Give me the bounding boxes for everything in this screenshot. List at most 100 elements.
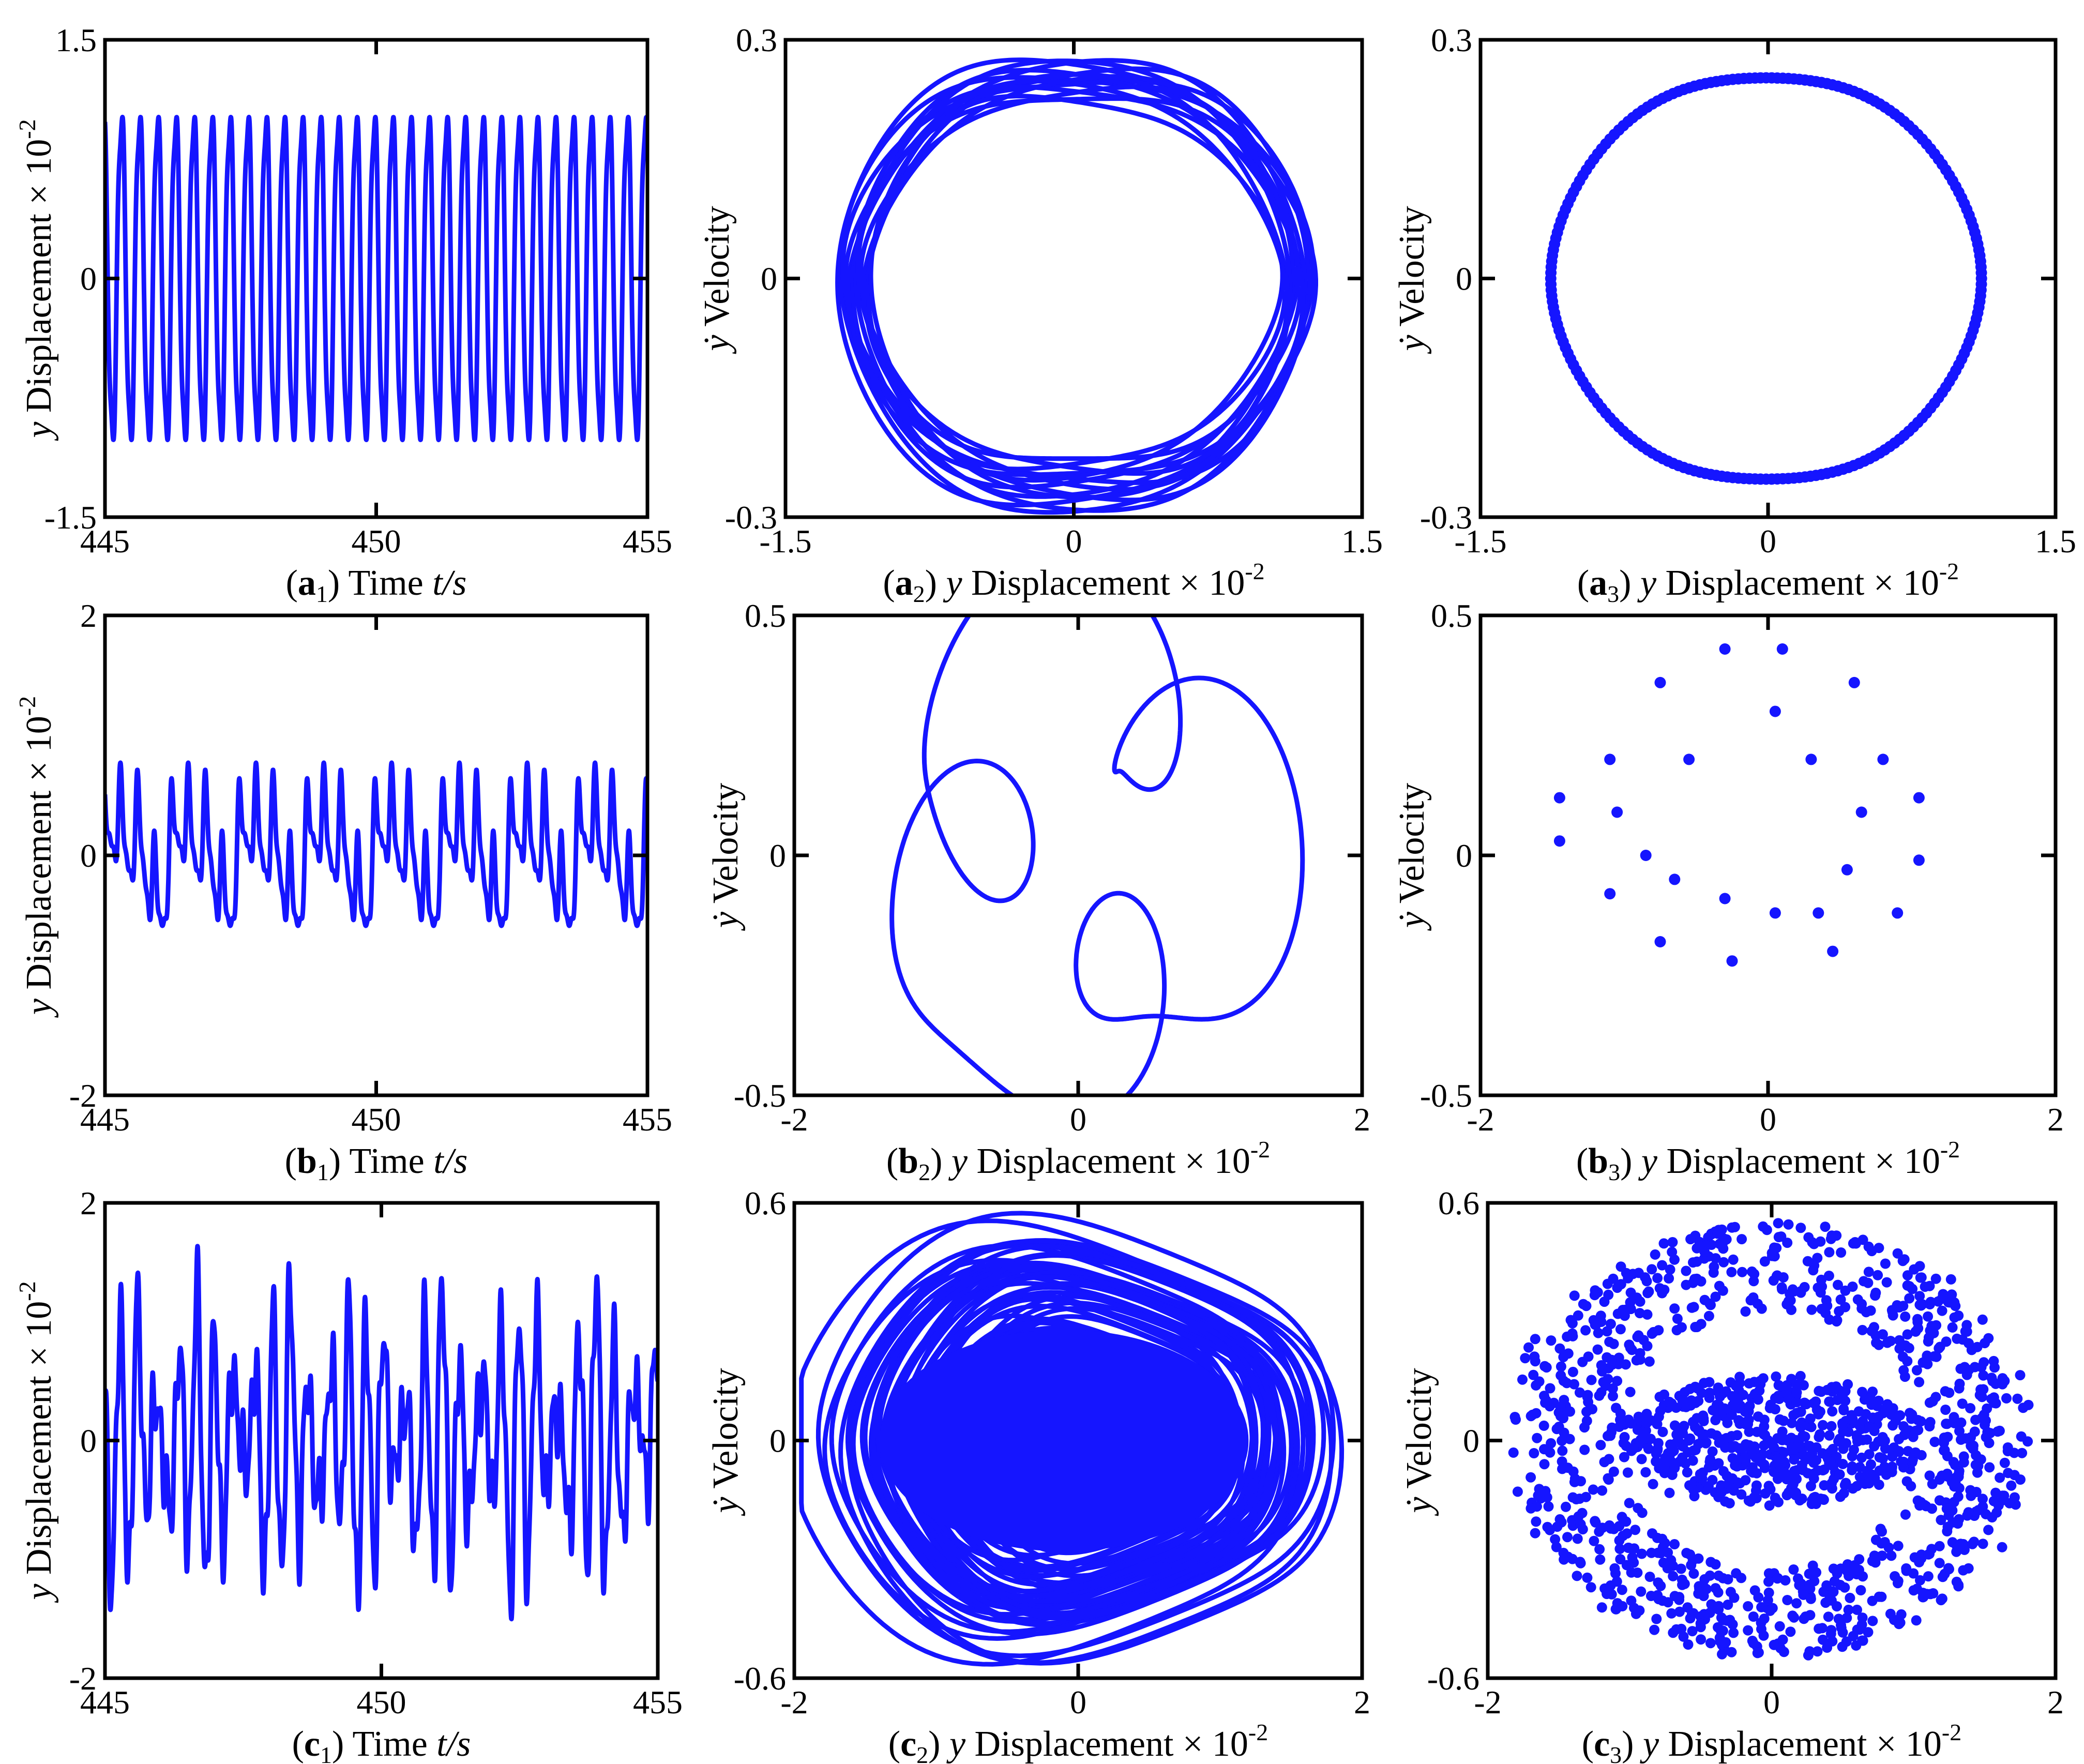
poincare-point: [1941, 1503, 1952, 1514]
poincare-point: [1710, 1583, 1721, 1594]
poincare-point: [1611, 1576, 1622, 1587]
poincare-point: [1787, 1610, 1798, 1621]
poincare-point: [1596, 1602, 1607, 1613]
poincare-point: [1782, 1595, 1793, 1605]
orbit-loop: [853, 84, 1301, 499]
poincare-point: [1824, 1314, 1835, 1325]
orbit-loop: [847, 1238, 1345, 1666]
poincare-point: [1856, 1303, 1867, 1314]
poincare-point: [1791, 1598, 1802, 1609]
y-axis-label: ẏ Velocity: [1392, 206, 1432, 354]
caption-prefix: (: [292, 1724, 304, 1764]
poincare-point: [1876, 1591, 1887, 1602]
plot-area-c1: [105, 1244, 658, 1622]
poincare-point: [1769, 705, 1781, 717]
poincare-point: [1687, 1626, 1698, 1637]
poincare-point: [1914, 1291, 1925, 1302]
panel-caption: (b1) Time t/s: [285, 1141, 468, 1185]
ylabel-var: ẏ: [1399, 1497, 1439, 1516]
poincare-point: [1573, 1310, 1583, 1321]
poincare-point: [1847, 1414, 1858, 1425]
poincare-point: [1895, 1410, 1906, 1421]
poincare-point: [1872, 1270, 1883, 1280]
poincare-point: [1821, 1580, 1832, 1591]
caption-sup: -2: [1248, 1719, 1268, 1745]
poincare-point: [1773, 1573, 1783, 1584]
x-tick-label: 0: [1070, 1101, 1086, 1138]
x-tick-label: -2: [1474, 1684, 1501, 1721]
poincare-point: [1983, 1333, 1994, 1344]
poincare-point: [1726, 1647, 1737, 1657]
poincare-point: [1870, 1290, 1881, 1301]
poincare-point: [1508, 1447, 1519, 1458]
poincare-point: [1705, 1638, 1716, 1649]
poincare-point: [1924, 1280, 1935, 1291]
poincare-point: [1695, 1469, 1705, 1480]
poincare-point: [1890, 1571, 1900, 1581]
poincare-point: [1692, 1413, 1702, 1424]
x-tick-label: 445: [80, 1684, 130, 1721]
poincare-point: [1595, 1440, 1606, 1451]
poincare-point: [1672, 1314, 1683, 1324]
poincare-point: [1647, 1264, 1657, 1275]
ylabel-text: Velocity: [1392, 783, 1432, 912]
poincare-point: [1677, 1395, 1688, 1406]
poincare-point: [1902, 1270, 1913, 1281]
y-tick-label: 0: [1456, 261, 1472, 297]
poincare-point: [1657, 1260, 1668, 1271]
poincare-point: [1664, 1396, 1675, 1407]
poincare-point: [1714, 1280, 1725, 1291]
poincare-point: [1553, 792, 1565, 804]
poincare-point: [1745, 1295, 1756, 1306]
poincare-point: [1828, 1443, 1838, 1454]
poincare-point: [1875, 1436, 1886, 1446]
x-tick-label: 0: [1066, 523, 1082, 560]
poincare-point: [1915, 1497, 1926, 1507]
poincare-point: [1913, 854, 1925, 866]
orbit-loop: [900, 1250, 1326, 1618]
poincare-point: [1827, 945, 1839, 957]
poincare-point: [1526, 1472, 1536, 1483]
poincare-point: [1604, 1336, 1615, 1347]
caption-ital: t/s: [436, 1724, 471, 1764]
poincare-point: [1863, 1267, 1874, 1277]
poincare-point: [1545, 1447, 1556, 1458]
poincare-point: [1611, 1403, 1622, 1413]
caption-sub: 1: [317, 1159, 329, 1185]
poincare-point: [1832, 1315, 1843, 1325]
poincare-point: [1773, 1218, 1784, 1229]
caption-rest: Displacement × 10: [1656, 563, 1939, 603]
poincare-point: [1965, 1403, 1976, 1413]
poincare-point: [1720, 1637, 1731, 1648]
poincare-point: [1833, 1279, 1843, 1290]
poincare-point: [1611, 806, 1623, 818]
poincare-point: [1886, 1463, 1897, 1473]
poincare-point: [1743, 1625, 1754, 1636]
poincare-point: [1869, 1473, 1880, 1484]
poincare-point: [1678, 1631, 1689, 1642]
poincare-point: [1825, 1456, 1836, 1467]
poincare-point: [1912, 1584, 1922, 1594]
poincare-point: [1999, 1376, 2010, 1386]
poincare-point: [1914, 1300, 1925, 1310]
poincare-point: [1856, 1452, 1867, 1463]
poincare-point: [1648, 1479, 1658, 1489]
poincare-point: [2017, 1448, 2028, 1458]
poincare-point: [1939, 1445, 1949, 1456]
poincare-point: [1799, 1397, 1810, 1408]
poincare-point: [1969, 1536, 1980, 1547]
poincare-point: [1529, 1448, 1539, 1458]
y-axis-label: y Displacement × 10-2: [14, 1281, 59, 1603]
poincare-point: [1759, 1414, 1770, 1425]
poincare-point: [1714, 1437, 1725, 1448]
y-tick-label: 0: [769, 1423, 786, 1459]
poincare-point: [1747, 1462, 1758, 1473]
poincare-point: [1942, 1526, 1953, 1536]
poincare-point: [1817, 1623, 1828, 1634]
poincare-point: [1980, 1420, 1990, 1430]
caption-suffix: ): [1620, 1141, 1641, 1181]
poincare-point: [1871, 1551, 1882, 1562]
poincare-point: [1955, 1363, 1966, 1374]
panel-a1: 445 450 455 1.5 0 -1.5 (a1) Time t/s y Displace…: [14, 22, 672, 607]
poincare-point: [1961, 1326, 1972, 1337]
